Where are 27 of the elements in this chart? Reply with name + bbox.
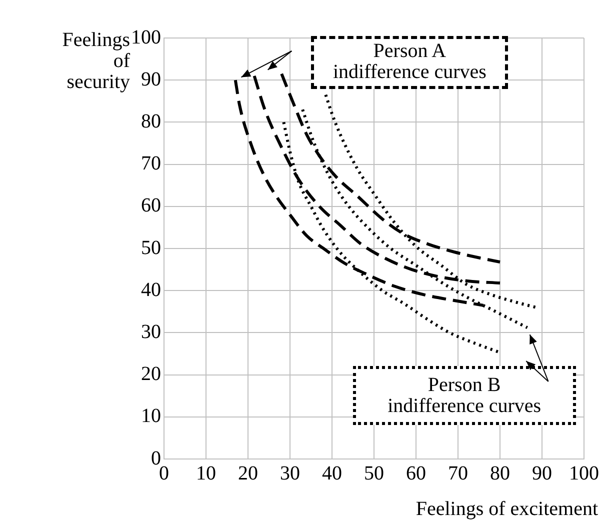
x-tick-label: 60	[406, 462, 426, 484]
annotation: Person A indifference curves	[332, 40, 486, 84]
x-tick-label: 10	[196, 462, 216, 484]
x-tick-label: 70	[448, 462, 468, 484]
x-tick-label: 80	[490, 462, 510, 484]
y-tick-label: 100	[131, 26, 161, 48]
annotation-frame: Person A indifference curves	[311, 36, 508, 89]
x-tick-label: 20	[238, 462, 258, 484]
y-tick-label: 0	[151, 447, 161, 470]
y-tick-label: 80	[141, 110, 161, 132]
x-axis-title: Feelings of excitement	[416, 498, 598, 521]
y-tick-label: 60	[141, 194, 161, 217]
x-tick-label: 30	[280, 462, 300, 484]
x-tick-label: 50	[364, 462, 384, 484]
y-tick-label: 50	[141, 236, 161, 259]
y-tick-label: 10	[141, 405, 161, 428]
y-tick-label: 90	[141, 68, 161, 90]
y-tick-label: 40	[141, 278, 161, 301]
x-tick-label: 90	[532, 462, 552, 484]
x-tick-label: 100	[569, 462, 599, 484]
y-tick-label: 20	[141, 363, 161, 386]
annotation: Person B indifference curves	[388, 374, 542, 417]
annotation-frame: Person B indifference curves	[353, 366, 576, 426]
y-axis-title: Feelings of security	[61, 29, 130, 93]
y-tick-label: 30	[141, 320, 161, 343]
y-tick-label: 70	[141, 152, 161, 175]
x-tick-label: 40	[322, 462, 342, 484]
